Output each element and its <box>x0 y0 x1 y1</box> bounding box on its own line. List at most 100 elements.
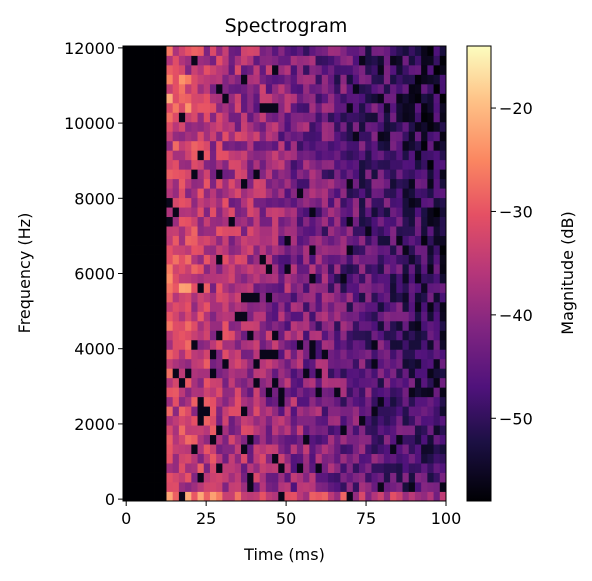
heatmap-cell <box>396 178 403 189</box>
heatmap-cell <box>241 121 248 132</box>
heatmap-cell <box>185 216 192 227</box>
heatmap-cell <box>272 339 279 350</box>
heatmap-cell <box>433 415 441 426</box>
heatmap-cell <box>365 368 372 379</box>
heatmap-cell <box>247 301 254 312</box>
heatmap-cell <box>408 121 416 132</box>
heatmap-cell <box>346 415 354 426</box>
heatmap-cell <box>272 463 279 473</box>
heatmap-cell <box>321 311 329 322</box>
heatmap-cell <box>296 273 304 284</box>
heatmap-cell <box>359 311 366 322</box>
heatmap-cell <box>259 396 267 407</box>
heatmap-cell <box>377 387 385 398</box>
heatmap-cell <box>383 245 391 255</box>
heatmap-cell <box>284 339 292 350</box>
heatmap-cell <box>309 463 316 473</box>
heatmap-cell <box>309 472 316 483</box>
heatmap-cell <box>377 301 385 312</box>
heatmap-cell <box>147 150 155 161</box>
heatmap-cell <box>439 301 447 312</box>
heatmap-cell <box>160 207 167 218</box>
heatmap-cell <box>141 349 149 360</box>
heatmap-cell <box>191 46 198 56</box>
heatmap-cell <box>265 226 273 236</box>
heatmap-cell <box>340 121 348 132</box>
heatmap-cell <box>439 349 447 360</box>
heatmap-cell <box>166 131 174 142</box>
heatmap-cell <box>272 112 279 123</box>
heatmap-cell <box>191 55 198 66</box>
heatmap-cell <box>315 292 323 303</box>
heatmap-cell <box>241 425 248 436</box>
heatmap-cell <box>334 46 341 56</box>
heatmap-cell <box>371 387 379 398</box>
heatmap-cell <box>290 112 298 123</box>
heatmap-cell <box>185 93 192 104</box>
heatmap-cell <box>129 453 136 464</box>
heatmap-cell <box>327 434 335 445</box>
heatmap-cell <box>216 377 223 388</box>
heatmap-cell <box>241 83 248 94</box>
heatmap-cell <box>253 226 261 236</box>
heatmap-cell <box>334 377 341 388</box>
heatmap-cell <box>166 197 174 208</box>
heatmap-cell <box>166 273 174 284</box>
heatmap-cell <box>414 121 422 132</box>
heatmap-cell <box>172 292 180 303</box>
y-tick-label: 6000 <box>74 265 115 284</box>
colorbar-tick-label: −30 <box>499 202 533 221</box>
heatmap-cell <box>172 482 180 492</box>
heatmap-cell <box>154 121 161 132</box>
heatmap-cell <box>327 349 335 360</box>
heatmap-cell <box>408 264 416 274</box>
heatmap-cell <box>185 406 192 417</box>
heatmap-cell <box>296 178 304 189</box>
heatmap-cell <box>408 301 416 312</box>
heatmap-cell <box>414 74 422 85</box>
heatmap-cell <box>315 311 323 322</box>
heatmap-cell <box>402 396 410 407</box>
heatmap-cell <box>327 197 335 208</box>
heatmap-cell <box>377 396 385 407</box>
heatmap-cell <box>383 463 391 473</box>
heatmap-cell <box>172 83 180 94</box>
heatmap-cell <box>390 226 397 236</box>
heatmap-cell <box>272 216 279 227</box>
heatmap-cell <box>265 169 273 180</box>
heatmap-cell <box>160 368 167 379</box>
heatmap-cell <box>247 330 254 341</box>
heatmap-cell <box>327 453 335 464</box>
heatmap-cell <box>296 140 304 151</box>
heatmap-cell <box>241 74 248 85</box>
heatmap-cell <box>222 226 229 236</box>
heatmap-cell <box>160 292 167 303</box>
heatmap-cell <box>327 140 335 151</box>
heatmap-cell <box>359 396 366 407</box>
heatmap-cell <box>259 254 267 265</box>
heatmap-cell <box>352 491 360 502</box>
heatmap-cell <box>123 159 130 170</box>
heatmap-cell <box>141 320 149 331</box>
heatmap-cell <box>265 311 273 322</box>
heatmap-cell <box>141 207 149 218</box>
heatmap-cell <box>272 406 279 417</box>
heatmap-cell <box>278 472 285 483</box>
heatmap-cell <box>172 169 180 180</box>
heatmap-cell <box>371 74 379 85</box>
heatmap-cell <box>371 121 379 132</box>
heatmap-cell <box>203 425 211 436</box>
heatmap-cell <box>340 159 348 170</box>
heatmap-cell <box>390 377 397 388</box>
heatmap-cell <box>402 472 410 483</box>
heatmap-cell <box>408 102 416 113</box>
heatmap-cell <box>123 453 130 464</box>
heatmap-cell <box>272 311 279 322</box>
heatmap-cell <box>166 112 174 123</box>
heatmap-cell <box>123 349 130 360</box>
heatmap-cell <box>209 207 217 218</box>
heatmap-cell <box>346 301 354 312</box>
heatmap-cell <box>303 358 310 369</box>
heatmap-cell <box>303 207 310 218</box>
heatmap-cell <box>321 444 329 455</box>
